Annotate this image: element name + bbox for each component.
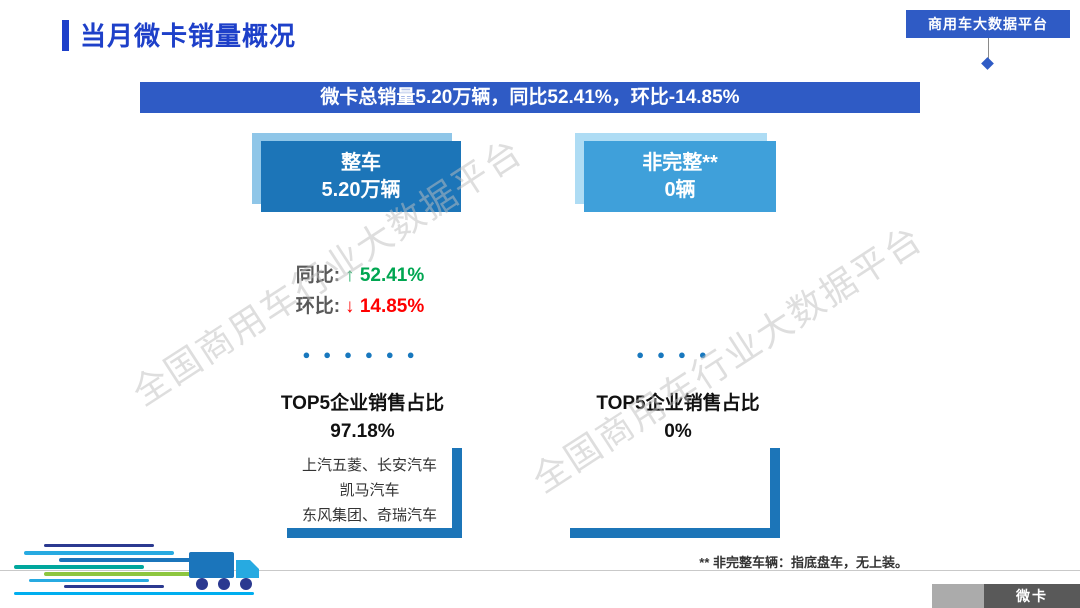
page-title: 当月微卡销量概况 xyxy=(80,21,297,51)
top5-block-right: TOP5企业销售占比 0% xyxy=(563,390,793,446)
yoy-label: 同比: xyxy=(295,265,341,286)
corner-badge-accent xyxy=(932,584,984,608)
top5-label: TOP5企业销售占比 xyxy=(596,393,760,414)
mom-change: ↓ 14.85% xyxy=(345,296,424,317)
bottom-divider xyxy=(0,570,1080,571)
top5-block-left: TOP5企业销售占比 97.18% xyxy=(240,390,485,446)
card-title: 非完整** xyxy=(642,152,718,174)
top5-value: 97.18% xyxy=(330,421,395,442)
card-incomplete-vehicle-body: 非完整** 0辆 xyxy=(584,141,776,212)
card-value: 0辆 xyxy=(664,179,696,201)
card-complete-vehicle-body: 整车 5.20万辆 xyxy=(261,141,461,212)
mom-value: 14.85% xyxy=(359,296,425,317)
dots-separator-left: ●●●●●● xyxy=(302,347,428,362)
up-arrow-icon: ↑ xyxy=(345,265,355,286)
summary-banner: 微卡总销量5.20万辆，同比52.41%，环比-14.85% xyxy=(140,82,920,113)
down-arrow-icon: ↓ xyxy=(345,296,355,317)
yoy-value: 52.41% xyxy=(359,265,425,286)
card-complete-vehicle: 整车 5.20万辆 xyxy=(252,133,461,212)
corner-badge-label: 微卡 xyxy=(984,584,1080,608)
diamond-icon xyxy=(981,57,994,70)
platform-badge: 商用车大数据平台 xyxy=(906,10,1070,38)
yoy-change: ↑ 52.41% xyxy=(345,265,424,286)
top5-label: TOP5企业销售占比 xyxy=(280,393,445,414)
card-title: 整车 xyxy=(341,152,381,174)
card-incomplete-vehicle: 非完整** 0辆 xyxy=(575,133,776,212)
card-value: 5.20万辆 xyxy=(321,179,401,201)
mom-stat: 环比: ↓ 14.85% xyxy=(245,291,475,322)
yoy-stat: 同比: ↑ 52.41% xyxy=(245,260,475,291)
company-list-frame-right xyxy=(570,448,780,538)
top5-value: 0% xyxy=(664,421,692,442)
dots-separator-right: ●●●● xyxy=(636,347,720,362)
company-list: 上汽五菱、长安汽车 凯马汽车 东风集团、奇瑞汽车 xyxy=(287,448,452,528)
company-line: 凯马汽车 xyxy=(339,482,400,499)
company-list-frame-left: 上汽五菱、长安汽车 凯马汽车 东风集团、奇瑞汽车 xyxy=(287,448,462,538)
truck-logo xyxy=(14,544,259,595)
title-accent-bar xyxy=(62,20,69,51)
footnote: ** 非完整车辆：指底盘车，无上装。 xyxy=(699,555,908,570)
corner-badge: 微卡 xyxy=(932,584,1080,608)
company-line: 东风集团、奇瑞汽车 xyxy=(301,507,437,524)
mom-label: 环比: xyxy=(295,296,341,317)
left-stats: 同比: ↑ 52.41% 环比: ↓ 14.85% xyxy=(245,260,475,322)
company-line: 上汽五菱、长安汽车 xyxy=(301,457,437,474)
badge-connector-line xyxy=(988,38,989,60)
